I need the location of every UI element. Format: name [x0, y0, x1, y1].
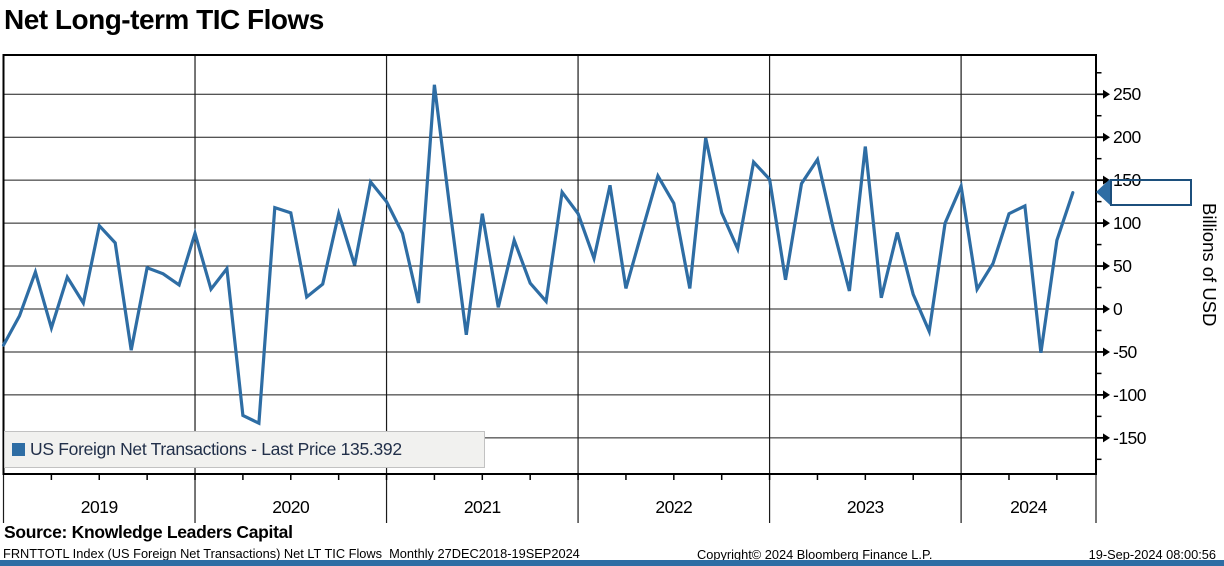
y-tick-label: -50 [1113, 341, 1137, 362]
last-price-flag-arrow-icon [1096, 179, 1110, 206]
footer-ticker-description: FRNTTOTL Index (US Foreign Net Transacti… [3, 546, 580, 561]
data-line-series [1, 84, 1075, 426]
y-tick-arrow-icon [1103, 261, 1110, 271]
last-price-flag: 135.392 [1110, 179, 1192, 207]
y-tick-arrow-icon [1103, 433, 1110, 443]
footer-copyright: Copyright© 2024 Bloomberg Finance L.P. [697, 547, 933, 562]
y-tick-arrow-icon [1103, 218, 1110, 228]
y-axis-title: Billions of USD [1199, 203, 1220, 327]
y-tick-arrow-icon [1103, 89, 1110, 99]
y-tick-label: 100 [1113, 213, 1141, 234]
plot-frame [2, 54, 1097, 475]
y-tick-arrow-icon [1103, 390, 1110, 400]
y-tick-arrow-icon [1103, 347, 1110, 357]
year-label-2021: 2021 [463, 497, 501, 517]
chart-title: Net Long-term TIC Flows [4, 4, 324, 35]
year-label-2024: 2024 [1010, 497, 1048, 517]
y-tick-arrow-icon [1103, 304, 1110, 314]
legend-box: US Foreign Net Transactions - Last Price… [4, 431, 485, 468]
y-tick-label: -150 [1113, 427, 1147, 448]
year-label-2020: 2020 [272, 497, 310, 517]
y-tick-label: 200 [1113, 127, 1141, 148]
y-tick-label: 250 [1113, 84, 1141, 105]
legend-label: US Foreign Net Transactions - Last Price… [30, 439, 402, 459]
y-tick-label: 50 [1113, 256, 1132, 277]
y-tick-label: -100 [1113, 384, 1147, 405]
year-label-2019: 2019 [80, 497, 118, 517]
footer-timestamp: 19-Sep-2024 08:00:56 [1088, 547, 1216, 562]
y-tick-label: 0 [1113, 299, 1123, 319]
year-label-2023: 2023 [846, 497, 884, 517]
y-tick-arrow-icon [1103, 132, 1110, 142]
source-credit: Source: Knowledge Leaders Capital [4, 522, 293, 542]
legend-swatch-icon [12, 443, 25, 456]
year-label-2022: 2022 [655, 497, 693, 517]
bottom-accent-bar [0, 560, 1224, 566]
